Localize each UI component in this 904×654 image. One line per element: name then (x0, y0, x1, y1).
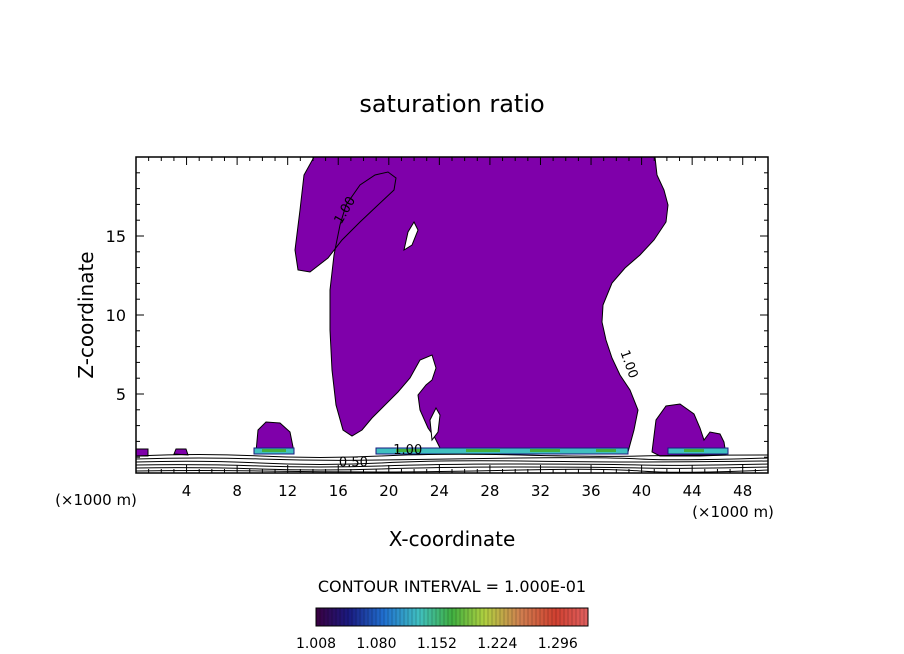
x-tick-label: 48 (733, 482, 752, 500)
plot-area (136, 157, 768, 473)
y-axis: 5 10 15 (106, 172, 768, 458)
saturated-region-far-left (136, 448, 149, 457)
x-tick-label: 8 (232, 482, 242, 500)
y-tick-label: 15 (106, 227, 126, 246)
saturated-region-main (294, 157, 669, 453)
x-tick-label: 12 (278, 482, 297, 500)
colorbar-tick-label: 1.080 (356, 636, 396, 652)
x-tick-label: 32 (531, 482, 550, 500)
colorbar-tick-label: 1.008 (296, 636, 336, 652)
saturated-region-right (651, 403, 727, 457)
saturated-hole-clear-a (403, 220, 419, 252)
x-tick-label: 36 (581, 482, 600, 500)
chart-title: saturation ratio (359, 90, 544, 118)
x-tick-label: 28 (480, 482, 499, 500)
y-tick-label: 5 (116, 385, 126, 404)
x-tick-label: 44 (683, 482, 702, 500)
x-tick-label: 4 (182, 482, 192, 500)
colorbar-tick-label: 1.224 (477, 636, 517, 652)
colorbar-tick-label: 1.296 (538, 636, 578, 652)
x-tick-label: 40 (632, 482, 651, 500)
x-unit-right: (×1000 m) (692, 503, 774, 521)
saturated-hole-clear-b (429, 406, 441, 442)
near-surface-contours (136, 453, 768, 473)
colorbar-tick-label: 1.152 (417, 636, 457, 652)
contour-label: 0.50 (339, 456, 368, 471)
supersaturation-core (262, 449, 704, 452)
y-axis-label: Z-coordinate (74, 251, 98, 378)
colorbar-ticks: 1.008 1.080 1.152 1.224 1.296 (296, 636, 578, 652)
x-tick-label: 20 (379, 482, 398, 500)
x-tick-label: 24 (430, 482, 449, 500)
y-tick-label: 10 (106, 306, 126, 325)
x-axis: 4 8 12 16 20 24 28 32 36 40 44 48 (148, 157, 756, 500)
contour-interval-label: CONTOUR INTERVAL = 1.000E-01 (318, 577, 586, 596)
colorbar-hatching (319, 608, 585, 626)
x-tick-label: 16 (329, 482, 348, 500)
contour-labels: 1.001.001.000.50 (332, 194, 641, 470)
contour-label: 1.00 (393, 443, 422, 458)
x-axis-label: X-coordinate (389, 527, 516, 551)
x-unit-left: (×1000 m) (55, 491, 137, 509)
